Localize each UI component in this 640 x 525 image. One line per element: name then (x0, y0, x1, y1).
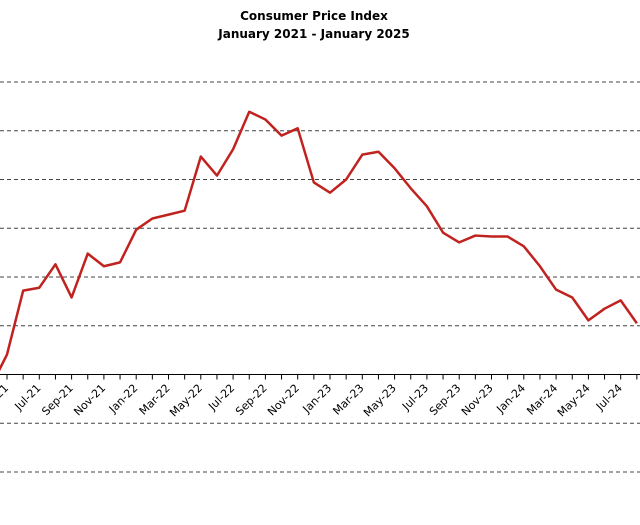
x-tick-label: Jan-23 (300, 382, 335, 417)
chart-title: Consumer Price Index (240, 9, 388, 23)
chart-subtitle: January 2021 - January 2025 (217, 27, 409, 41)
x-tick-label: May-21 (0, 382, 11, 420)
x-tick-label: Jan-22 (106, 382, 141, 417)
x-tick-label: Sep-23 (427, 382, 464, 419)
x-tick-label: Jan-24 (493, 382, 528, 417)
x-tick-label: Mar-23 (330, 382, 366, 418)
line-series (0, 110, 638, 372)
x-tick-label: Jul-24 (593, 382, 625, 414)
x-tick-label: Sep-22 (233, 382, 270, 419)
x-tick-label: Sep-21 (39, 382, 76, 419)
x-tick-label: May-22 (167, 382, 205, 420)
x-tick-label: Nov-21 (71, 382, 108, 419)
x-tick-label: Nov-23 (459, 382, 496, 419)
x-tick-label: Mar-22 (137, 382, 173, 418)
x-tick-label: May-23 (361, 382, 399, 420)
x-tick-label: Nov-22 (265, 382, 302, 419)
x-tick-label: May-24 (555, 382, 593, 420)
x-tick-label: Mar-24 (524, 382, 560, 418)
